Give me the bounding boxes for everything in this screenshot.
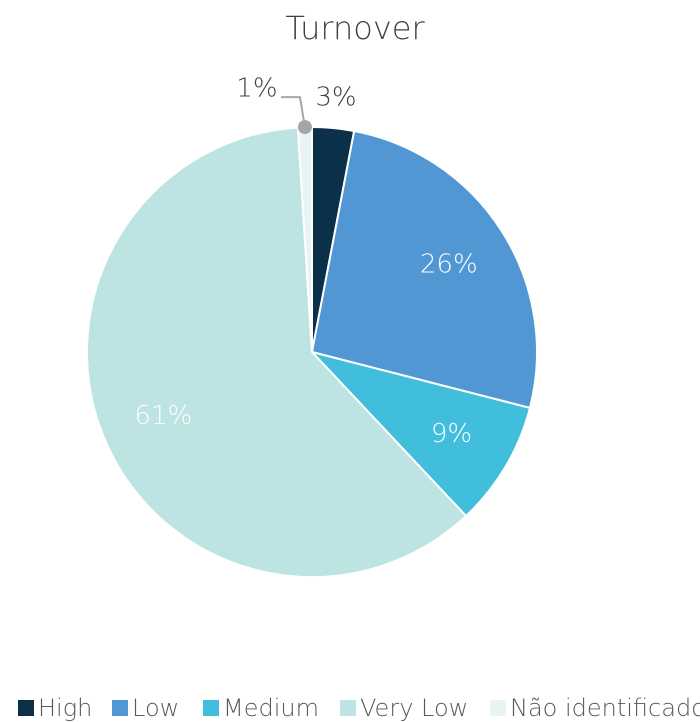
legend-label: Medium bbox=[223, 694, 319, 722]
legend-swatch bbox=[490, 700, 506, 716]
legend-label: High bbox=[38, 694, 92, 722]
data-label: 26% bbox=[420, 250, 478, 280]
legend-swatch bbox=[340, 700, 356, 716]
data-label: 61% bbox=[134, 401, 192, 431]
legend-swatch bbox=[112, 700, 128, 716]
legend-swatch bbox=[203, 700, 219, 716]
pie-slice bbox=[308, 350, 532, 518]
leader-dot bbox=[297, 120, 312, 135]
chart-title: Turnover bbox=[285, 9, 425, 47]
leader-line bbox=[280, 96, 306, 128]
pie-slice bbox=[310, 129, 538, 410]
pie-slice bbox=[86, 126, 468, 578]
data-label: 9% bbox=[431, 419, 472, 449]
legend-label: Não identificado bbox=[510, 694, 700, 722]
legend-swatch bbox=[18, 700, 34, 716]
data-label: 1% bbox=[236, 74, 277, 104]
legend-label: Low bbox=[132, 694, 179, 722]
legend-label: Very Low bbox=[360, 694, 468, 722]
data-label: 3% bbox=[315, 83, 356, 113]
